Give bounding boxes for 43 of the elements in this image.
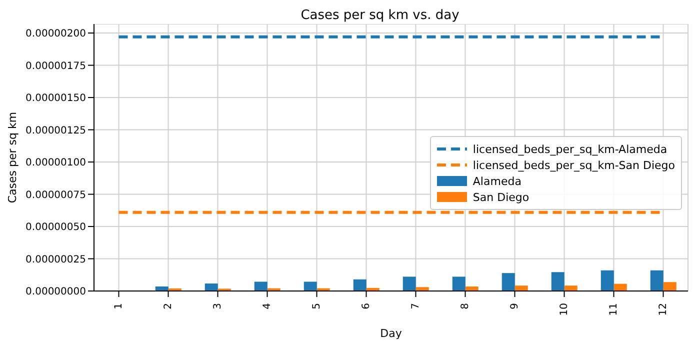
bar	[416, 287, 429, 291]
bar	[614, 284, 627, 291]
legend-label: Alameda	[472, 174, 522, 188]
x-tick-label: 9	[509, 303, 520, 310]
y-tick-label: 0.00000025	[26, 254, 86, 266]
bar	[254, 282, 268, 291]
bar	[402, 276, 416, 291]
bar	[600, 270, 614, 291]
legend-label: licensed_beds_per_sq_km-Alameda	[472, 142, 668, 156]
bar	[452, 276, 466, 291]
y-tick-label: 0.00000175	[26, 60, 86, 72]
x-tick-label: 10	[558, 303, 570, 316]
x-tick-label: 1	[113, 303, 124, 310]
x-tick-label: 7	[410, 303, 422, 310]
y-tick-label: 0.00000000	[26, 286, 86, 298]
legend-label: licensed_beds_per_sq_km-San Diego	[472, 158, 675, 172]
x-tick-label: 6	[360, 303, 372, 310]
legend-label: San Diego	[472, 190, 530, 204]
chart-title: Cases per sq km vs. day	[300, 8, 460, 24]
bar	[650, 270, 664, 291]
y-tick-label: 0.00000100	[26, 158, 86, 169]
bar	[564, 286, 578, 291]
x-tick-label: 5	[311, 303, 322, 310]
y-tick-label: 0.00000050	[26, 222, 86, 234]
x-tick-label: 2	[162, 303, 174, 310]
bar	[502, 273, 515, 291]
x-tick-label: 4	[262, 303, 273, 310]
x-tick-label: 3	[212, 303, 224, 310]
bar	[663, 282, 676, 291]
x-tick-label: 12	[658, 303, 669, 316]
bar	[304, 282, 317, 291]
x-axis-title: Day	[380, 327, 402, 340]
y-tick-label: 0.00000125	[26, 125, 86, 136]
x-tick-label: 8	[460, 303, 471, 310]
y-axis-title: Cases per sq km	[6, 112, 19, 204]
bar	[204, 284, 218, 291]
y-tick-label: 0.00000150	[26, 93, 86, 104]
bar	[514, 286, 528, 291]
y-tick-label: 0.00000075	[26, 190, 86, 201]
bar	[353, 279, 366, 291]
bar	[551, 272, 564, 291]
y-tick-label: 0.00000200	[26, 28, 86, 40]
x-tick-label: 11	[608, 303, 620, 316]
